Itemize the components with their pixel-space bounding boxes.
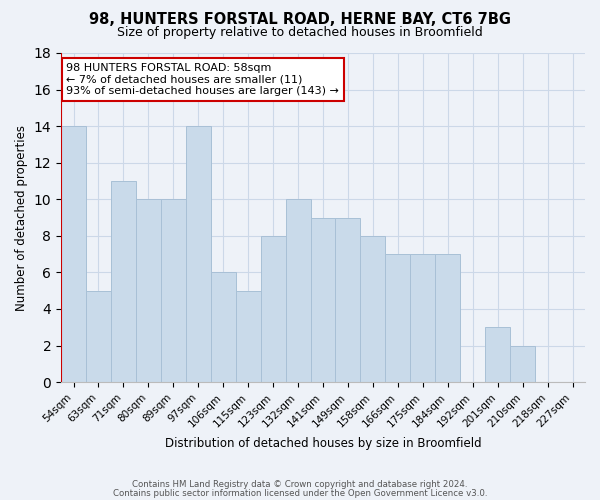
Bar [286,200,311,382]
Text: Size of property relative to detached houses in Broomfield: Size of property relative to detached ho… [117,26,483,39]
Bar [161,200,186,382]
Text: 98 HUNTERS FORSTAL ROAD: 58sqm
← 7% of detached houses are smaller (11)
93% of s: 98 HUNTERS FORSTAL ROAD: 58sqm ← 7% of d… [66,63,339,96]
Text: Contains HM Land Registry data © Crown copyright and database right 2024.: Contains HM Land Registry data © Crown c… [132,480,468,489]
Bar [510,346,535,382]
Bar [361,236,385,382]
Bar [260,236,286,382]
Bar [236,290,260,382]
Bar [186,126,211,382]
Y-axis label: Number of detached properties: Number of detached properties [15,124,28,310]
X-axis label: Distribution of detached houses by size in Broomfield: Distribution of detached houses by size … [165,437,481,450]
Bar [435,254,460,382]
Text: Contains public sector information licensed under the Open Government Licence v3: Contains public sector information licen… [113,489,487,498]
Bar [410,254,435,382]
Bar [335,218,361,382]
Bar [211,272,236,382]
Bar [86,290,111,382]
Bar [385,254,410,382]
Bar [485,327,510,382]
Bar [111,181,136,382]
Bar [136,200,161,382]
Bar [61,126,86,382]
Bar [311,218,335,382]
Text: 98, HUNTERS FORSTAL ROAD, HERNE BAY, CT6 7BG: 98, HUNTERS FORSTAL ROAD, HERNE BAY, CT6… [89,12,511,28]
